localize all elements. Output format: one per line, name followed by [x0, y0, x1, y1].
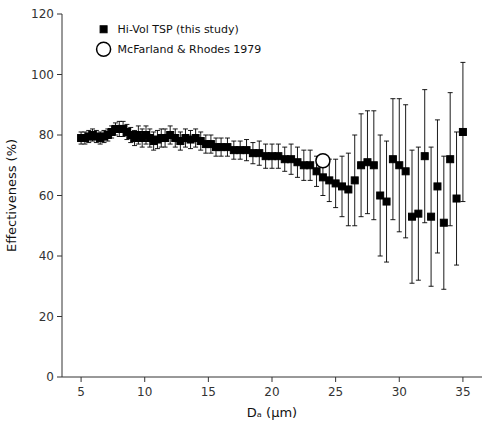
point	[421, 153, 428, 160]
error-bar	[231, 141, 236, 159]
error-bar	[390, 99, 395, 220]
x-tick	[81, 377, 82, 382]
axes: 5 10 15 20 25 30 35 0 20 40 60 80 100 120	[31, 7, 482, 399]
error-bar	[422, 90, 427, 223]
x-tick-label: 20	[264, 385, 279, 399]
x-tick-label: 5	[77, 385, 85, 399]
x-tick	[335, 377, 336, 382]
point	[453, 195, 460, 202]
error-bar	[371, 111, 376, 220]
x-tick	[399, 377, 400, 382]
error-bar	[352, 135, 357, 226]
x-axis-label: Dₐ (μm)	[247, 405, 297, 420]
y-tick	[57, 74, 62, 75]
point	[434, 183, 441, 190]
x-tick-label: 25	[328, 385, 343, 399]
error-bar	[270, 144, 275, 168]
error-bar	[397, 99, 402, 232]
point	[440, 219, 447, 226]
x-tick	[272, 377, 273, 382]
chart: 5 10 15 20 25 30 35 0 20 40 60 80 100 120 Dₐ (μm) Effec…	[0, 0, 500, 429]
legend-label: McFarland & Rhodes 1979	[118, 43, 262, 56]
point	[402, 168, 409, 175]
error-bar	[219, 138, 224, 156]
error-bar	[359, 114, 364, 217]
error-bar	[435, 120, 440, 253]
y-tick	[57, 377, 62, 378]
marks	[78, 62, 467, 289]
error-bar	[460, 62, 465, 201]
error-bar	[441, 156, 446, 289]
error-bar	[365, 111, 370, 214]
point	[415, 210, 422, 217]
y-tick	[57, 316, 62, 317]
x-tick-label: 15	[201, 385, 216, 399]
legend: Hi-Vol TSP (this study) McFarland & Rhode…	[97, 23, 262, 56]
x-tick-label: 10	[137, 385, 152, 399]
point	[447, 156, 454, 163]
error-bar	[448, 93, 453, 226]
error-bar	[295, 147, 300, 177]
series	[78, 62, 467, 289]
error-bar	[416, 147, 421, 280]
point	[351, 177, 358, 184]
error-bar	[308, 150, 313, 180]
error-bar	[244, 140, 249, 161]
error-bar	[301, 150, 306, 180]
error-bar	[410, 150, 415, 283]
error-bar	[384, 141, 389, 262]
y-tick-label: 20	[39, 310, 54, 324]
legend-label: Hi-Vol TSP (this study)	[118, 23, 239, 36]
x-tick-label: 35	[455, 385, 470, 399]
y-tick	[57, 195, 62, 196]
error-bar	[250, 143, 255, 164]
error-bar	[429, 147, 434, 286]
x-tick	[462, 377, 463, 382]
error-bar	[276, 144, 281, 168]
y-tick-label: 60	[39, 189, 54, 203]
error-bar	[238, 141, 243, 159]
x-tick-label: 30	[392, 385, 407, 399]
error-bar	[333, 159, 338, 207]
y-tick	[57, 14, 62, 15]
y-tick-label: 40	[39, 249, 54, 263]
x-tick	[208, 377, 209, 382]
error-bar	[282, 147, 287, 171]
y-tick-label: 0	[46, 370, 54, 384]
series	[316, 154, 330, 168]
error-bar	[289, 144, 294, 174]
legend-symbol	[97, 42, 111, 56]
point	[345, 186, 352, 193]
error-bar	[346, 153, 351, 226]
point	[370, 162, 377, 169]
y-axis-label: Effectiveness (%)	[4, 139, 19, 252]
x-tick	[144, 377, 145, 382]
point	[316, 154, 330, 168]
error-bar	[340, 156, 345, 217]
point	[428, 213, 435, 220]
error-bar	[454, 132, 459, 265]
y-tick-label: 80	[39, 128, 54, 142]
error-bar	[403, 105, 408, 238]
point	[459, 128, 466, 135]
y-tick-label: 120	[31, 7, 54, 21]
error-bar	[378, 135, 383, 256]
error-bar	[225, 138, 230, 156]
legend-symbol	[100, 26, 107, 33]
error-bar	[263, 144, 268, 168]
y-tick	[57, 256, 62, 257]
y-tick-label: 100	[31, 68, 54, 82]
point	[383, 198, 390, 205]
y-tick	[57, 135, 62, 136]
